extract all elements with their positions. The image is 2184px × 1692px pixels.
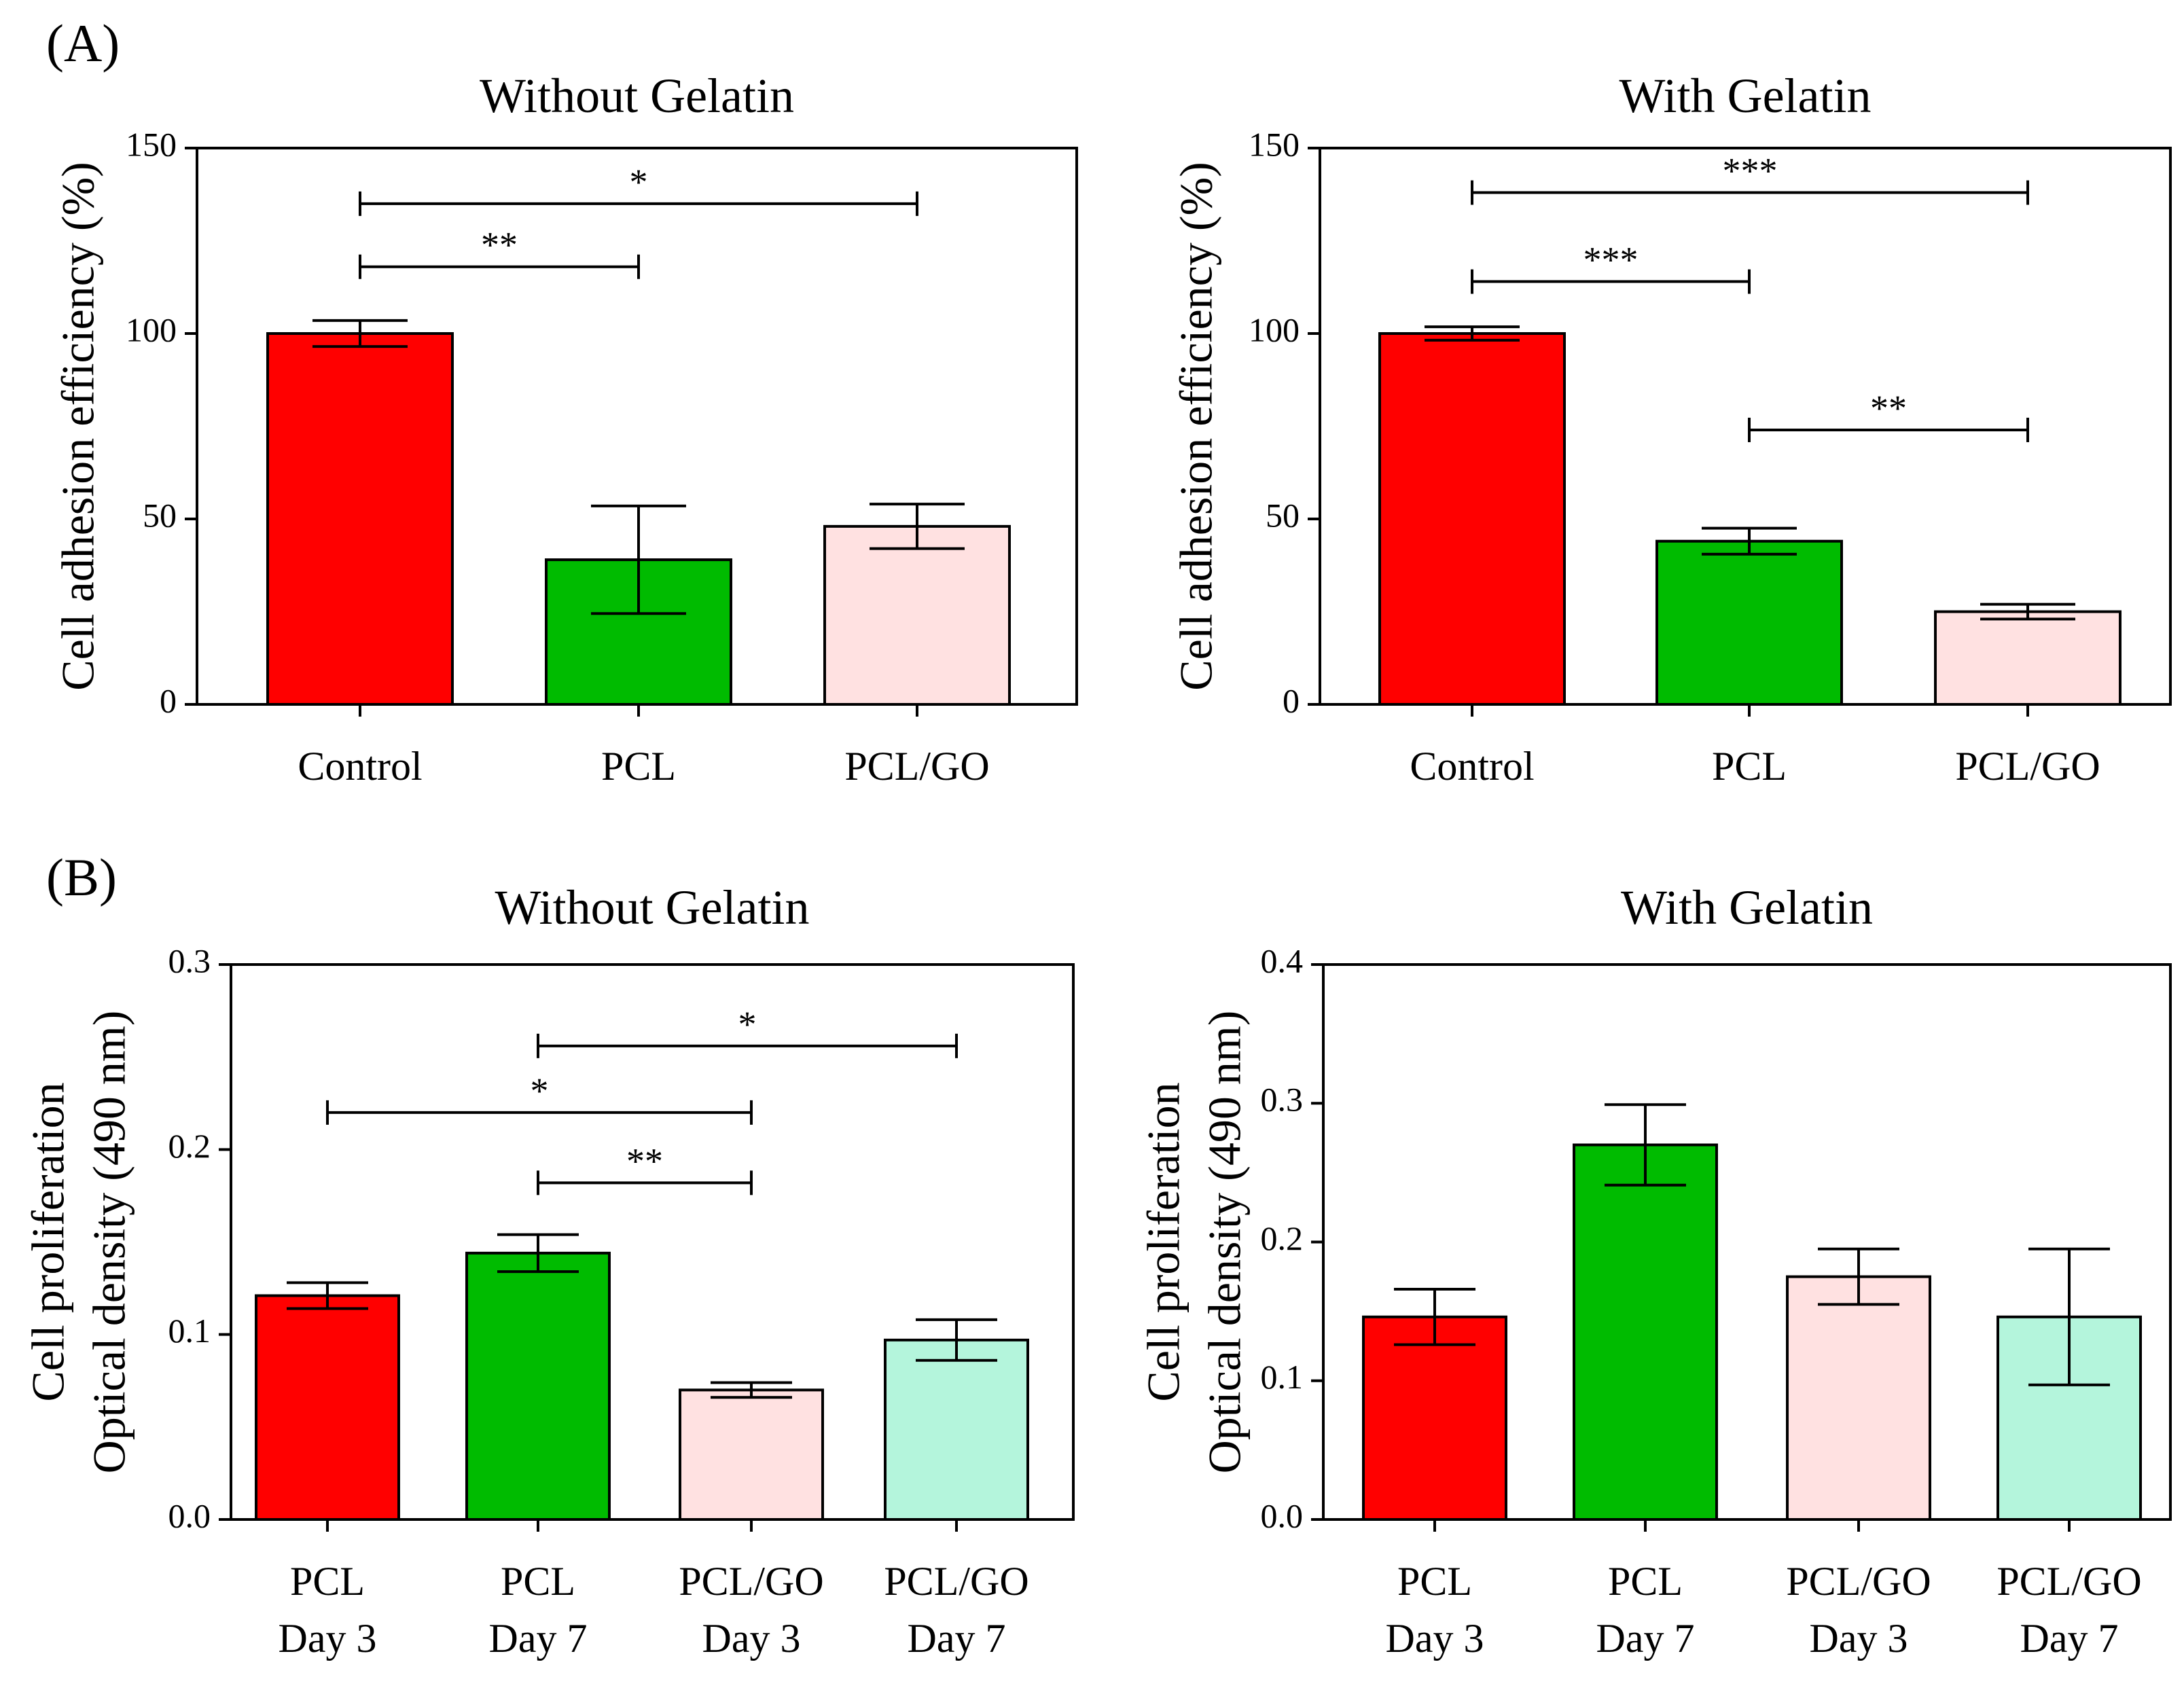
bar xyxy=(884,1338,1029,1521)
category-label: Day 3 xyxy=(702,1616,801,1661)
chart-title: With Gelatin xyxy=(1619,69,1871,123)
y-tick-label: 150 xyxy=(126,125,177,163)
y-axis-label: Cell proliferation xyxy=(1138,1082,1189,1401)
category-label: Day 3 xyxy=(279,1616,377,1661)
bar xyxy=(465,1251,611,1521)
category-label: PCL/GO xyxy=(884,1559,1028,1604)
panel-label-b: (B) xyxy=(46,848,117,907)
chart-proliferation-without-gelatin: Without Gelatin Cell proliferation Optical… xyxy=(22,880,1075,1661)
chart-proliferation-with-gelatin: With Gelatin Cell proliferation Optical de… xyxy=(1138,880,2172,1661)
category-label: Day 7 xyxy=(1596,1616,1695,1661)
y-tick-label: 100 xyxy=(126,310,177,348)
category-label: PCL xyxy=(290,1559,365,1604)
y-tick-label: 0.0 xyxy=(1261,1496,1304,1534)
significance-label: *** xyxy=(1723,151,1778,192)
plot-frame xyxy=(230,963,1075,1521)
category-label: Control xyxy=(1410,744,1534,789)
significance-label: ** xyxy=(481,225,518,266)
category-label: PCL xyxy=(1712,744,1787,789)
bar xyxy=(679,1388,824,1522)
significance-label: * xyxy=(738,1004,757,1045)
chart-title: With Gelatin xyxy=(1621,880,1873,935)
plot-frame xyxy=(1319,147,2172,706)
category-label: Day 7 xyxy=(2020,1616,2119,1661)
y-tick-label: 50 xyxy=(143,496,177,534)
y-tick-label: 0.2 xyxy=(168,1127,211,1165)
category-label: PCL/GO xyxy=(1955,744,2100,789)
category-label: PCL xyxy=(501,1559,575,1604)
bar xyxy=(1573,1143,1718,1521)
y-tick-label: 100 xyxy=(1249,310,1300,348)
y-axis-label: Cell proliferation xyxy=(22,1082,74,1401)
category-label: Day 7 xyxy=(908,1616,1006,1661)
bar xyxy=(266,332,454,706)
significance-label: * xyxy=(630,162,648,202)
category-label: Control xyxy=(298,744,422,789)
category-label: Day 7 xyxy=(489,1616,588,1661)
y-axis-label: Optical density (490 nm) xyxy=(1199,1011,1251,1474)
category-label: PCL xyxy=(601,744,676,789)
plot-frame xyxy=(196,147,1078,706)
y-tick-label: 0 xyxy=(160,681,177,719)
category-label: PCL xyxy=(1397,1559,1472,1604)
category-label: Day 3 xyxy=(1810,1616,1908,1661)
y-tick-label: 150 xyxy=(1249,125,1300,163)
chart-adhesion-without-gelatin: Without Gelatin Cell adhesion efficiency … xyxy=(52,69,1078,789)
bar xyxy=(823,524,1011,706)
category-label: PCL/GO xyxy=(1786,1559,1931,1604)
panel-label-a: (A) xyxy=(46,14,120,73)
y-axis-label: Cell adhesion efficiency (%) xyxy=(52,162,104,691)
significance-label: ** xyxy=(1870,388,1907,429)
bar xyxy=(1934,610,2122,706)
category-label: Day 3 xyxy=(1386,1616,1484,1661)
bar xyxy=(1378,332,1566,706)
category-label: PCL xyxy=(1608,1559,1683,1604)
bar xyxy=(1362,1315,1507,1522)
y-axis-label: Cell adhesion efficiency (%) xyxy=(1170,162,1222,691)
bar xyxy=(255,1294,400,1522)
y-tick-label: 0.3 xyxy=(168,941,211,979)
bar xyxy=(1786,1275,1931,1521)
y-tick-label: 0.3 xyxy=(1261,1081,1304,1119)
y-tick-label: 50 xyxy=(1266,496,1300,534)
significance-label: * xyxy=(531,1070,549,1111)
y-tick-label: 0.4 xyxy=(1261,941,1304,979)
category-label: PCL/GO xyxy=(844,744,989,789)
significance-label: ** xyxy=(626,1140,663,1181)
y-axis-label: Optical density (490 nm) xyxy=(84,1011,135,1474)
y-tick-label: 0 xyxy=(1283,681,1300,719)
y-tick-label: 0.2 xyxy=(1261,1219,1304,1257)
y-tick-label: 0.1 xyxy=(1261,1358,1304,1396)
category-label: PCL/GO xyxy=(1997,1559,2141,1604)
category-label: PCL/GO xyxy=(679,1559,823,1604)
bar xyxy=(1655,539,1843,706)
significance-label: *** xyxy=(1583,240,1639,281)
y-tick-label: 0.0 xyxy=(168,1496,211,1534)
chart-title: Without Gelatin xyxy=(480,69,794,123)
y-tick-label: 0.1 xyxy=(168,1312,211,1350)
chart-adhesion-with-gelatin: With Gelatin Cell adhesion efficiency (%)… xyxy=(1170,69,2172,789)
chart-title: Without Gelatin xyxy=(495,880,809,935)
